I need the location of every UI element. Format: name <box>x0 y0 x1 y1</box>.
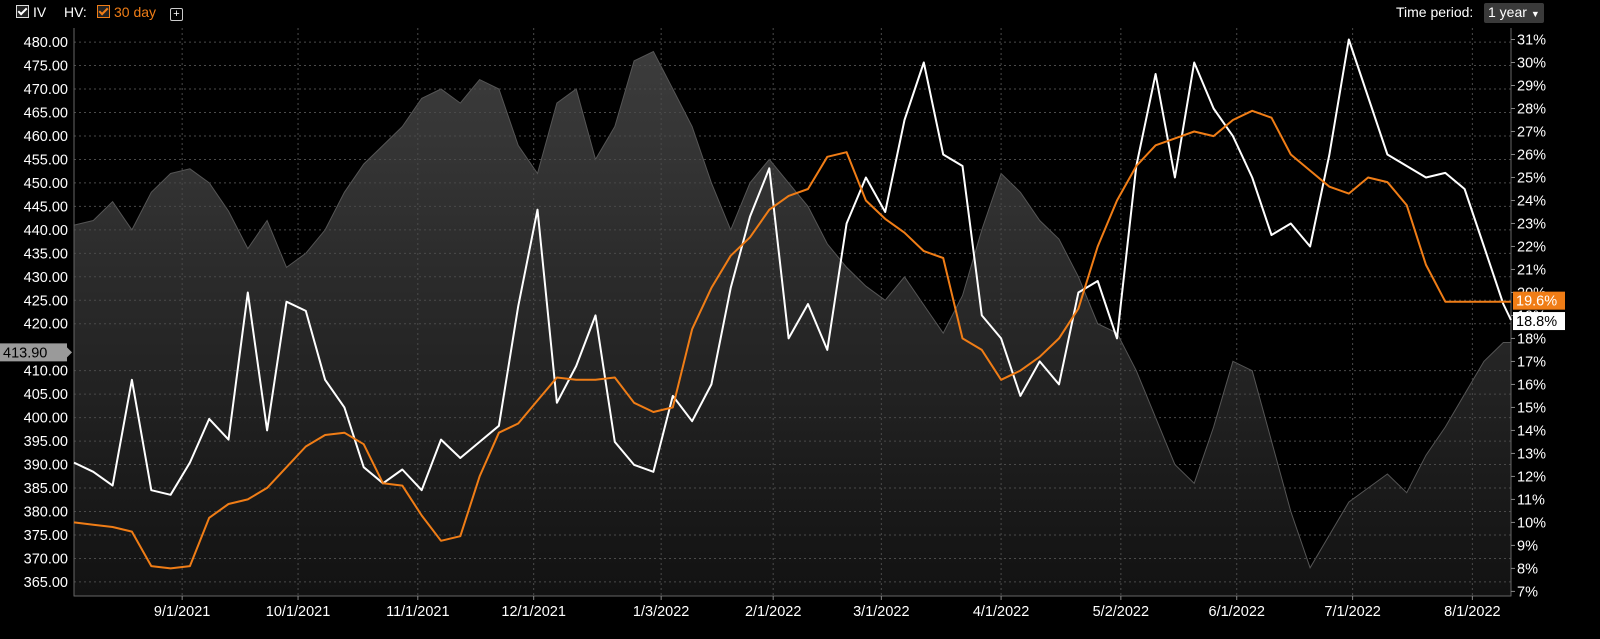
x-axis-tick-label: 9/1/2021 <box>154 604 210 620</box>
x-axis-tick-label: 3/1/2022 <box>853 604 909 620</box>
caret-down-icon: ▼ <box>1530 9 1540 19</box>
hv-line-series <box>73 109 1511 570</box>
current-price-badge-text: 413.90 <box>3 345 47 361</box>
left-axis-tick-label: 405.00 <box>24 387 68 403</box>
left-axis-tick-label: 435.00 <box>24 246 68 262</box>
right-axis-tick-label: 28% <box>1517 101 1546 117</box>
x-axis-tick-label: 11/1/2021 <box>386 604 449 620</box>
iv-toggle-label: IV <box>33 4 47 20</box>
right-axis-tick-label: 10% <box>1517 515 1546 531</box>
time-period-value: 1 year <box>1488 4 1527 20</box>
hv-period-toggle[interactable]: 30 day <box>97 3 156 21</box>
current-price-badge: 413.90 <box>0 343 72 362</box>
hv-current-badge: 19.6% <box>1513 291 1565 310</box>
checkbox-icon[interactable] <box>16 5 29 18</box>
checkbox-icon[interactable] <box>97 5 110 18</box>
x-axis-tick-label: 2/1/2022 <box>745 604 801 620</box>
iv-current-badge: 18.8% <box>1513 312 1565 331</box>
right-axis-tick-label: 30% <box>1517 55 1546 71</box>
hv-current-badge-text: 19.6% <box>1516 294 1557 310</box>
left-axis-tick-label: 475.00 <box>24 59 68 75</box>
right-axis-tick-label: 13% <box>1517 446 1546 462</box>
left-axis-tick-label: 425.00 <box>24 293 68 309</box>
right-axis-tick-label: 15% <box>1517 400 1546 416</box>
hv-period-label: 30 day <box>114 4 157 20</box>
right-axis-tick-label: 17% <box>1517 354 1546 370</box>
left-axis-tick-label: 375.00 <box>24 528 68 544</box>
x-axis-tick-label: 4/1/2022 <box>973 604 1029 620</box>
x-axis-tick-label: 6/1/2022 <box>1209 604 1265 620</box>
right-axis-tick-label: 24% <box>1517 193 1546 209</box>
left-axis-tick-label: 395.00 <box>24 434 68 450</box>
left-axis-tick-label: 450.00 <box>24 176 68 192</box>
right-axis-tick-label: 14% <box>1517 423 1546 439</box>
left-axis-tick-label: 385.00 <box>24 481 68 497</box>
time-period-label: Time period: <box>1396 4 1474 20</box>
right-axis-tick-label: 29% <box>1517 78 1546 94</box>
right-axis-tick-label: 23% <box>1517 216 1546 232</box>
right-axis-tick-label: 16% <box>1517 377 1546 393</box>
right-axis-tick-label: 11% <box>1517 492 1545 508</box>
left-axis-tick-label: 420.00 <box>24 317 68 333</box>
chart-toolbar: IV HV: 30 day + Time period: 1 year ▼ <box>0 0 1600 24</box>
left-axis-tick-label: 455.00 <box>24 152 68 168</box>
left-axis-tick-label: 465.00 <box>24 105 68 121</box>
plus-box-icon: + <box>170 8 183 21</box>
x-axis-tick-label: 8/1/2022 <box>1444 604 1500 620</box>
left-axis-tick-label: 460.00 <box>24 129 68 145</box>
iv-current-badge-text: 18.8% <box>1516 314 1557 330</box>
left-axis-tick-label: 440.00 <box>24 223 68 239</box>
left-axis-tick-label: 480.00 <box>24 35 68 51</box>
right-axis-tick-label: 26% <box>1517 147 1546 163</box>
left-axis-tick-label: 400.00 <box>24 411 68 427</box>
right-axis-tick-label: 12% <box>1517 469 1546 485</box>
iv-toggle[interactable]: IV <box>16 3 46 21</box>
right-axis-tick-label: 8% <box>1517 561 1538 577</box>
x-axis-tick-label: 5/2/2022 <box>1093 604 1149 620</box>
right-axis-tick-label: 25% <box>1517 170 1546 186</box>
left-axis-tick-label: 365.00 <box>24 575 68 591</box>
left-axis-tick-label: 445.00 <box>24 199 68 215</box>
x-axis-tick-label: 1/3/2022 <box>633 604 689 620</box>
right-axis-tick-label: 7% <box>1517 584 1538 600</box>
left-axis-tick-label: 370.00 <box>24 551 68 567</box>
x-axis-tick-label: 10/1/2021 <box>266 604 331 620</box>
right-axis-tick-label: 22% <box>1517 239 1546 255</box>
time-period-select[interactable]: 1 year ▼ <box>1484 3 1544 23</box>
add-study-button[interactable]: + <box>170 3 183 21</box>
left-axis-tick-label: 390.00 <box>24 458 68 474</box>
right-axis-tick-label: 9% <box>1517 538 1538 554</box>
right-axis-tick-label: 27% <box>1517 124 1546 140</box>
x-axis-tick-label: 12/1/2021 <box>501 604 566 620</box>
left-axis-tick-label: 380.00 <box>24 505 68 521</box>
right-axis-tick-label: 18% <box>1517 331 1546 347</box>
left-axis-tick-label: 470.00 <box>24 82 68 98</box>
hv-label: HV: <box>64 4 87 20</box>
iv-line-series <box>73 38 1512 496</box>
right-axis-tick-label: 31% <box>1517 32 1546 48</box>
right-axis-tick-label: 21% <box>1517 262 1546 278</box>
left-axis-tick-label: 430.00 <box>24 270 68 286</box>
left-axis-tick-label: 410.00 <box>24 364 68 380</box>
x-axis-tick-label: 7/1/2022 <box>1324 604 1380 620</box>
